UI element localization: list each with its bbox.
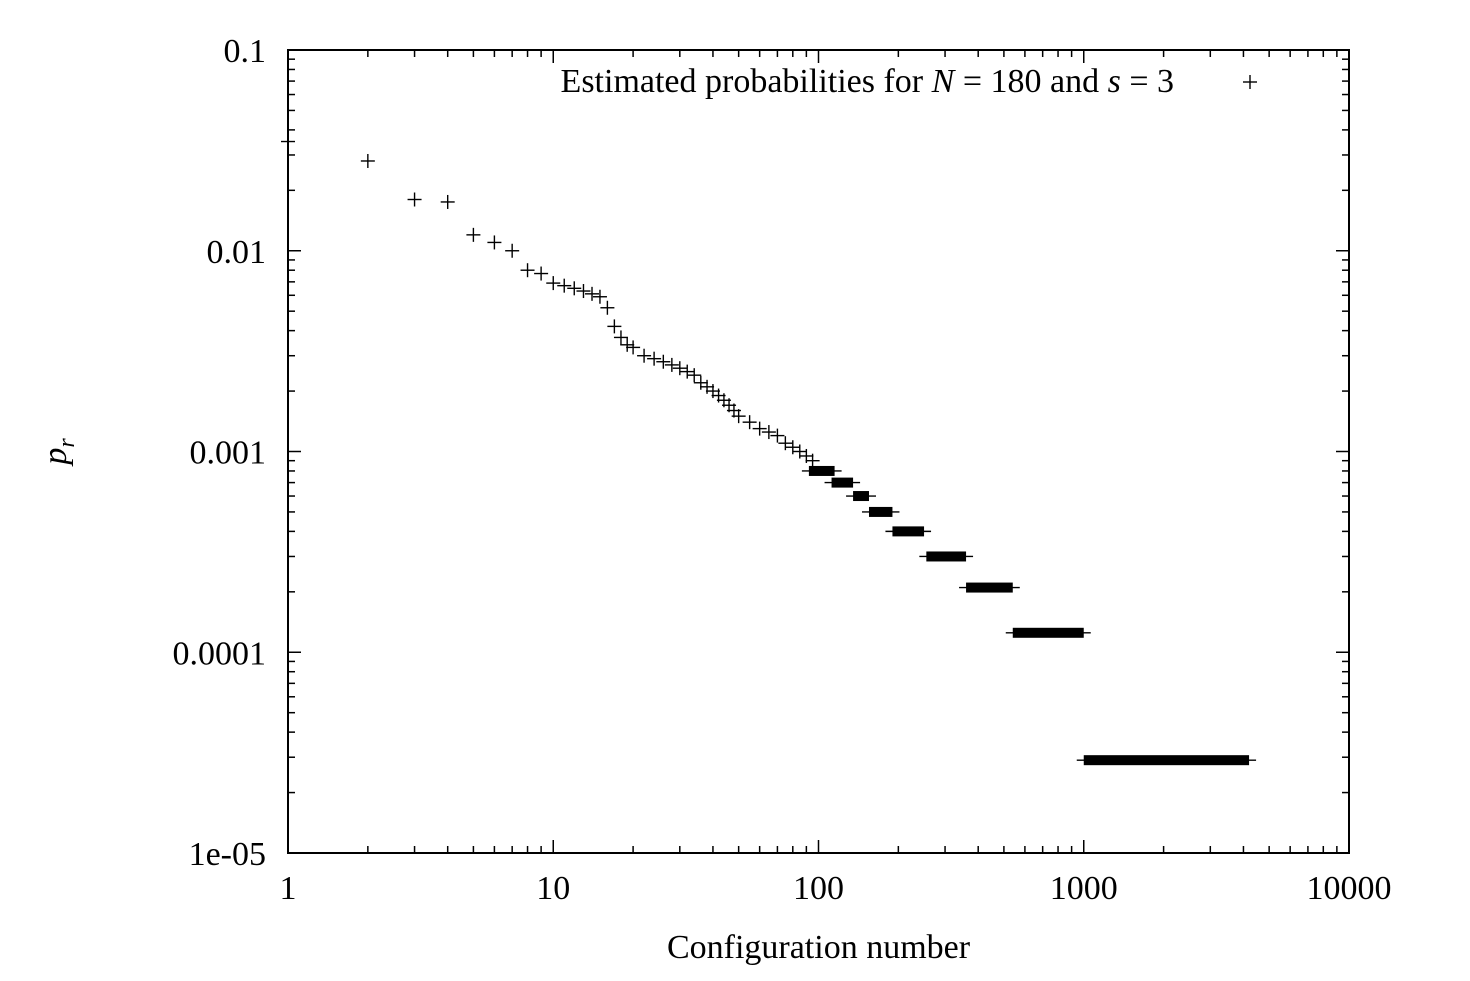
data-plateau — [885, 526, 932, 537]
data-plateau — [919, 551, 974, 562]
data-plateau — [1005, 627, 1091, 638]
legend-label: Estimated probabilities for N = 180 and … — [561, 63, 1174, 100]
data-plateau — [846, 491, 876, 502]
data-point — [672, 361, 687, 376]
plot-data — [281, 134, 1257, 766]
tick-labels: 1 10 100 1000 10000 0.1 0.01 0.001 0.0001 1e-05 — [173, 33, 1392, 907]
data-point — [546, 276, 561, 291]
legend-label-part: s — [1108, 63, 1121, 100]
data-point — [466, 227, 481, 242]
x-tick-label: 1 — [280, 870, 297, 907]
data-point — [557, 278, 572, 293]
data-point — [520, 263, 535, 278]
y-tick-label: 0.1 — [224, 33, 267, 70]
data-point — [567, 281, 582, 296]
data-plateau — [824, 477, 861, 488]
data-point — [487, 235, 502, 250]
data-point — [693, 375, 708, 390]
legend-label-part: = 180 and — [954, 63, 1107, 100]
data-point — [505, 243, 520, 258]
data-plateau — [801, 465, 842, 476]
data-plateau — [959, 582, 1020, 593]
data-point — [440, 194, 455, 209]
y-tick-label: 0.0001 — [173, 635, 267, 672]
data-point — [805, 453, 820, 468]
data-point — [626, 340, 641, 355]
data-point — [613, 330, 628, 345]
legend-label-part: Estimated probabilities for — [561, 63, 932, 100]
x-tick-label: 10000 — [1307, 870, 1392, 907]
data-point — [742, 415, 757, 430]
legend-label-part: = 3 — [1121, 63, 1174, 100]
y-axis-title-sub: r — [54, 438, 80, 448]
data-point — [647, 351, 662, 366]
data-point — [656, 354, 671, 369]
x-tick-label: 1000 — [1050, 870, 1118, 907]
y-tick-label: 1e-05 — [189, 836, 266, 873]
data-point — [585, 286, 600, 301]
data-point — [607, 319, 622, 334]
y-axis-title-base: p — [37, 448, 74, 467]
data-point — [752, 421, 767, 436]
data-point — [637, 348, 652, 363]
x-tick-label: 100 — [793, 870, 844, 907]
data-point — [664, 357, 679, 372]
data-point — [534, 266, 549, 281]
data-point — [687, 368, 702, 383]
x-tick-label: 10 — [536, 870, 570, 907]
data-point — [731, 409, 746, 424]
plot-frame — [287, 49, 1350, 854]
axis-ticks — [287, 49, 1350, 854]
data-point — [761, 425, 776, 440]
data-point — [592, 289, 607, 304]
data-plateau — [1076, 755, 1257, 766]
legend-marker — [1243, 75, 1257, 89]
data-point — [600, 300, 615, 315]
data-point — [407, 192, 422, 207]
y-tick-label: 0.001 — [190, 435, 267, 472]
y-tick-label: 0.01 — [207, 234, 267, 271]
legend-label-part: N — [931, 63, 957, 100]
data-point — [680, 364, 695, 379]
y-axis-title: pr — [37, 438, 80, 467]
data-point — [778, 436, 793, 451]
data-plateau — [861, 506, 900, 517]
data-point — [620, 337, 635, 352]
data-point — [770, 428, 785, 443]
data-point — [360, 153, 375, 168]
x-axis-title: Configuration number — [667, 929, 971, 966]
data-point — [576, 284, 591, 299]
